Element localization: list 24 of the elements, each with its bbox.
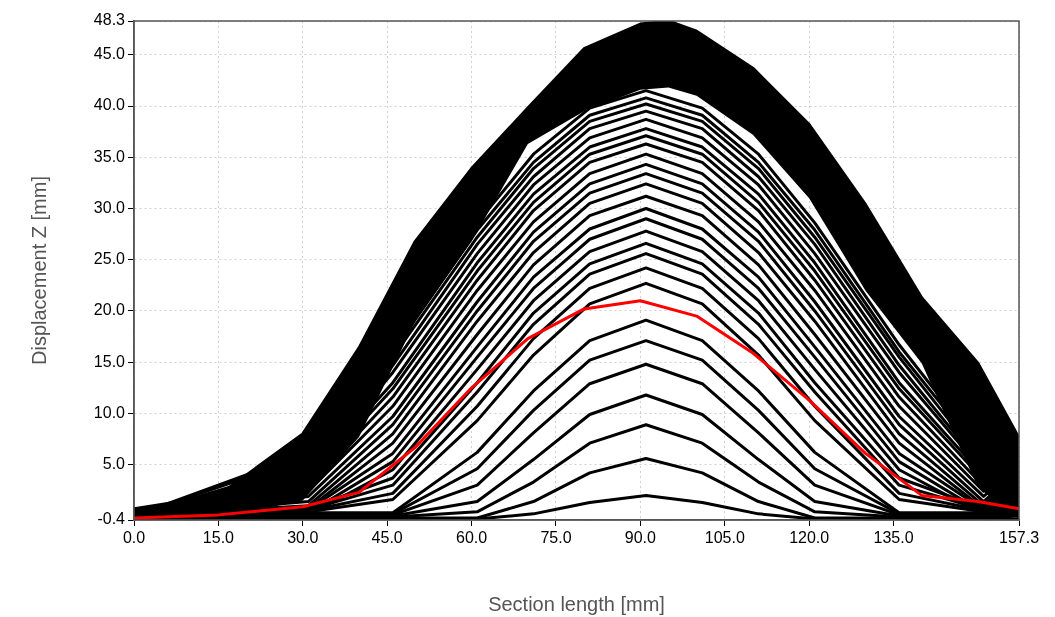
y-tick-label: 20.0 [93, 301, 126, 319]
x-tick-label: 75.0 [540, 529, 572, 547]
y-tick-label: 5.0 [102, 455, 126, 473]
y-tick-label: 40.0 [93, 96, 126, 114]
y-tick-label: -0.4 [97, 510, 126, 528]
y-tick-label: 45.0 [93, 45, 126, 63]
x-tick-label: 0.0 [122, 529, 146, 547]
y-axis-title: Displacement Z [mm] [27, 176, 50, 365]
y-tick-label: 25.0 [93, 250, 126, 268]
y-tick-label: 48.3 [93, 11, 126, 29]
x-tick-label: 120.0 [789, 529, 830, 547]
x-tick-label: 105.0 [704, 529, 745, 547]
x-tick-label: 60.0 [456, 529, 488, 547]
x-tick-label: 157.3 [998, 529, 1040, 547]
x-tick-label: 15.0 [202, 529, 235, 547]
y-tick-label: 10.0 [93, 403, 126, 421]
x-tick-label: 135.0 [873, 529, 914, 547]
x-axis-title: Section length [mm] [488, 592, 665, 615]
x-tick-label: 90.0 [624, 529, 657, 547]
x-tick-label: 45.0 [371, 529, 403, 547]
y-tick-label: 15.0 [93, 352, 126, 370]
x-tick-label: 30.0 [287, 529, 319, 547]
y-tick-label: 30.0 [93, 198, 126, 216]
y-tick-label: 35.0 [93, 147, 126, 165]
